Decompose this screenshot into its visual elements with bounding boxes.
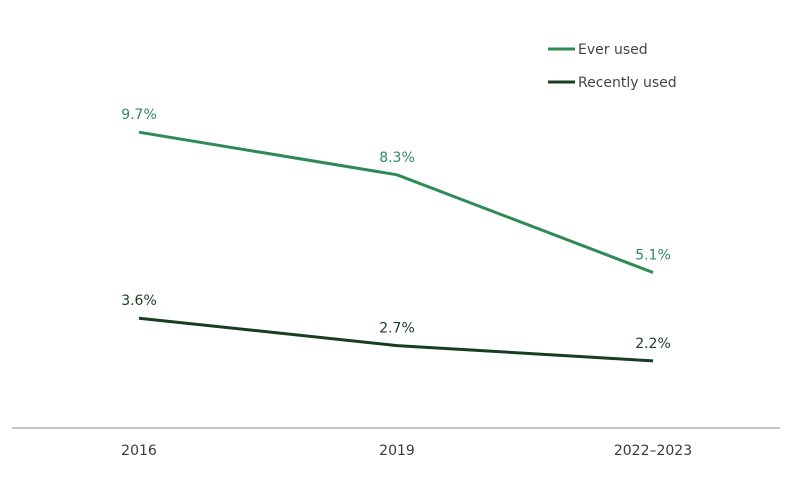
- x-tick-labels: 2016 2019 2022–2023: [121, 443, 692, 459]
- x-tick-label-3: 2022–2023: [614, 443, 692, 459]
- data-label-s1-2: 8.3%: [379, 150, 415, 166]
- data-label-s1-3: 5.1%: [635, 248, 671, 264]
- data-label-s2-2: 2.7%: [379, 321, 415, 337]
- x-tick-label-1: 2016: [121, 443, 157, 459]
- legend: Ever used Recently used: [548, 42, 677, 91]
- x-tick-label-2: 2019: [379, 443, 415, 459]
- data-label-s1-1: 9.7%: [121, 107, 157, 123]
- series-layer: 9.7% 8.3% 5.1% 3.6% 2.7% 2.2%: [121, 107, 671, 363]
- data-label-s2-1: 3.6%: [121, 293, 157, 309]
- legend-label-2: Recently used: [578, 75, 677, 91]
- legend-label-1: Ever used: [578, 42, 648, 58]
- data-label-s2-3: 2.2%: [635, 336, 671, 352]
- series-line-2: [138, 316, 654, 363]
- series-line-1: [138, 130, 654, 274]
